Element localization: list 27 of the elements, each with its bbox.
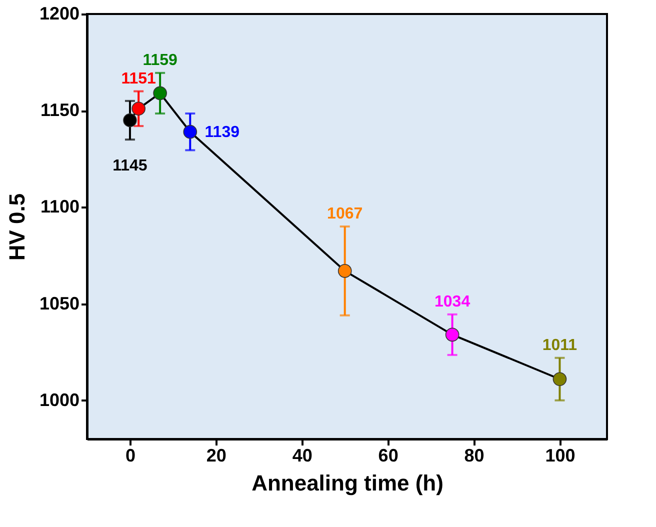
x-tick-label: 80 (464, 446, 484, 466)
y-tick-label: 1100 (40, 196, 80, 217)
data-label: 1159 (142, 52, 178, 69)
point (445, 328, 460, 342)
data-label: 1067 (327, 206, 363, 222)
x-tick-label: 100 (545, 446, 576, 466)
point (153, 86, 167, 100)
point (183, 124, 198, 139)
point (132, 102, 146, 116)
y-tick-label: 1050 (39, 293, 80, 314)
x-tick-label: 60 (378, 446, 398, 466)
data-label: 1011 (542, 336, 578, 354)
y-tick-label: 1150 (40, 100, 80, 120)
point (552, 372, 567, 386)
point (338, 264, 352, 278)
point (123, 113, 137, 128)
data-label: 1145 (112, 158, 148, 175)
y-tick-label: 1000 (39, 390, 80, 410)
x-tick-label: 0 (125, 446, 136, 466)
y-tick-label: 1200 (39, 4, 80, 24)
x-tick-label: 40 (292, 446, 312, 466)
x-tick-label: 20 (206, 446, 226, 466)
data-label: 1034 (434, 293, 470, 310)
y-axis-title: HV 0.5 (4, 193, 30, 261)
data-label: 1151 (121, 70, 156, 88)
data-label: 1139 (204, 124, 240, 141)
x-axis-title: Annealing time (h) (252, 470, 444, 496)
